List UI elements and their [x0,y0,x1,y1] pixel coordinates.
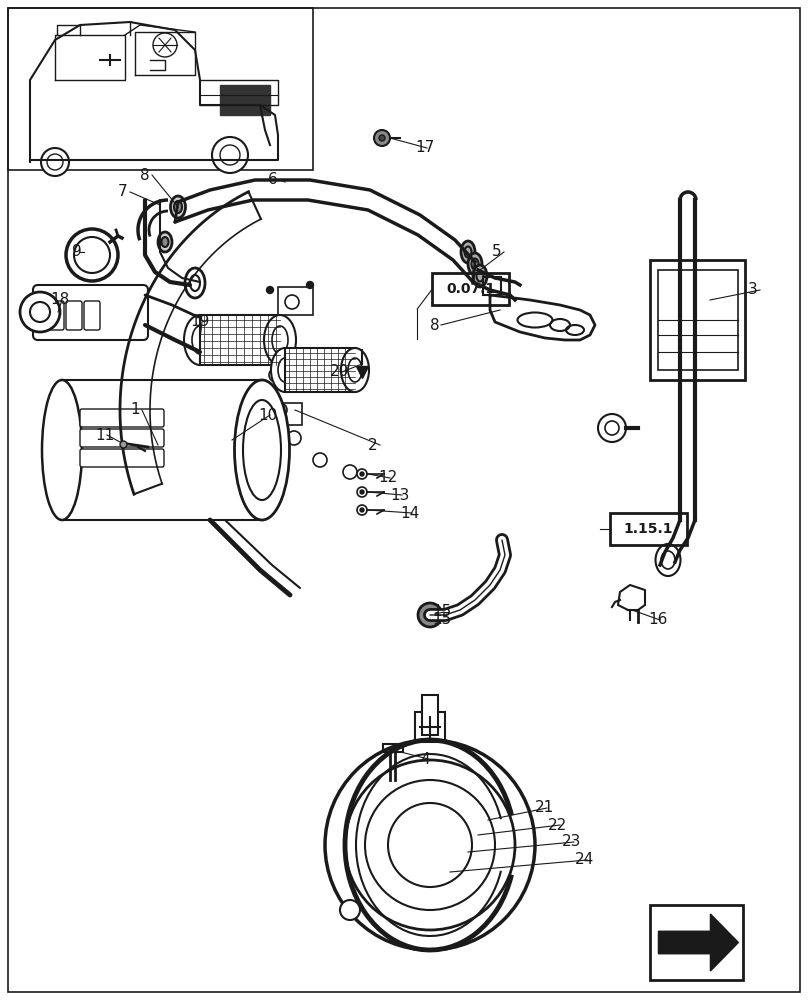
Text: 8: 8 [140,167,149,182]
Circle shape [425,610,435,620]
Text: 7: 7 [118,184,128,200]
Ellipse shape [461,241,475,263]
Text: 22: 22 [548,818,567,832]
Circle shape [357,487,367,497]
Bar [432,273,509,305]
Text: 14: 14 [400,506,419,520]
Text: 1: 1 [130,402,140,418]
Bar [278,287,313,315]
Text: 5: 5 [492,244,502,259]
Bar [222,417,260,465]
Text: 15: 15 [432,612,451,628]
Circle shape [357,505,367,515]
Bar [383,744,403,752]
Circle shape [267,286,273,294]
Bar [415,712,445,742]
Text: 18: 18 [50,292,69,308]
Bar [650,260,745,380]
Text: 9: 9 [72,244,82,259]
Ellipse shape [42,380,82,520]
FancyBboxPatch shape [80,429,164,447]
Text: 24: 24 [575,852,594,867]
Ellipse shape [655,544,680,576]
Ellipse shape [341,348,369,392]
FancyBboxPatch shape [66,301,82,330]
Text: 1.15.1: 1.15.1 [624,522,673,536]
Text: 11: 11 [95,428,114,442]
Ellipse shape [158,232,172,252]
Bar [62,380,262,520]
Text: 12: 12 [378,471,398,486]
Circle shape [264,357,271,363]
FancyBboxPatch shape [33,285,148,340]
Ellipse shape [162,237,169,247]
Bar [658,270,738,370]
Polygon shape [659,914,739,971]
Circle shape [20,292,60,332]
Circle shape [212,137,248,173]
FancyBboxPatch shape [48,301,64,330]
Text: 0.07.1: 0.07.1 [446,282,495,296]
FancyBboxPatch shape [80,409,164,427]
Circle shape [66,229,118,281]
Ellipse shape [170,196,186,218]
FancyBboxPatch shape [80,449,164,467]
Circle shape [325,740,535,950]
Ellipse shape [271,348,299,392]
Text: 4: 4 [420,752,430,768]
Ellipse shape [468,253,482,275]
Bar [220,85,270,115]
Text: 23: 23 [562,834,582,850]
Ellipse shape [473,265,487,287]
Circle shape [357,469,367,479]
Bar [483,277,501,295]
Bar [650,905,743,980]
Circle shape [418,603,442,627]
Ellipse shape [184,315,216,365]
Circle shape [41,148,69,176]
Ellipse shape [174,201,182,213]
FancyBboxPatch shape [84,301,100,330]
Text: 6: 6 [268,172,278,188]
Circle shape [374,130,390,146]
Bar [200,315,280,365]
Circle shape [312,349,318,356]
Text: 3: 3 [748,282,758,298]
Ellipse shape [185,268,205,298]
Text: 8: 8 [430,318,440,332]
Bar [422,695,438,735]
Circle shape [379,135,385,141]
Text: 13: 13 [390,488,410,502]
Bar [8,8,313,170]
Text: 16: 16 [648,612,667,628]
Circle shape [340,900,360,920]
Text: 17: 17 [415,140,434,155]
Circle shape [598,414,626,442]
Bar [270,403,302,425]
Circle shape [306,282,314,288]
Ellipse shape [264,315,296,365]
Circle shape [360,472,364,476]
Text: 2: 2 [368,438,377,452]
Circle shape [360,490,364,494]
Text: 10: 10 [258,408,277,422]
Text: 21: 21 [535,800,554,816]
Bar [610,513,687,545]
Ellipse shape [234,380,289,520]
Text: 19: 19 [190,314,209,330]
Text: 15: 15 [432,604,451,619]
Text: 20: 20 [330,364,349,379]
Circle shape [360,508,364,512]
Bar [285,348,355,392]
